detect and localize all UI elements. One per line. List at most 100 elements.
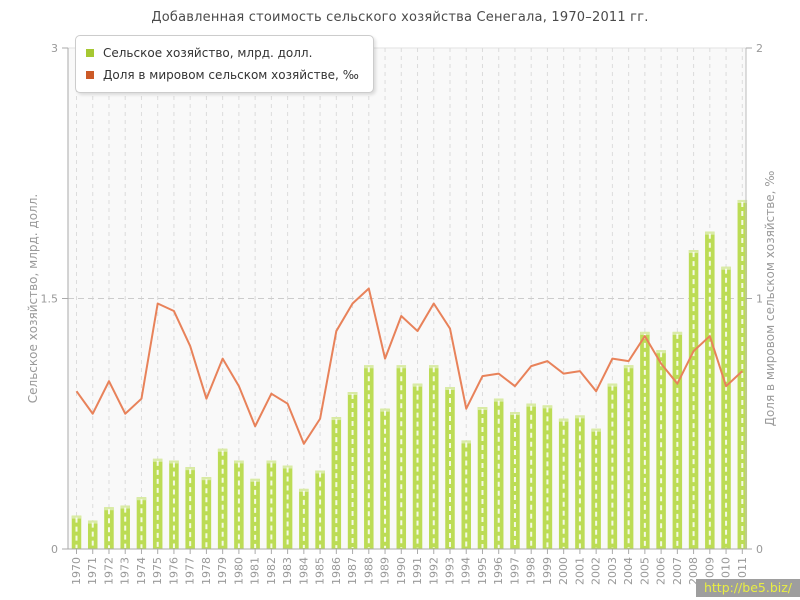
x-tick-label-2003: 2003	[606, 557, 619, 585]
bar-1974	[136, 497, 147, 549]
x-tick-label-2000: 2000	[557, 557, 570, 585]
bar-cap-1992	[429, 365, 439, 369]
bar-1980	[234, 460, 244, 549]
bar-1991	[412, 383, 423, 549]
bar-1995	[477, 407, 488, 549]
y-tick-label-left: 1.5	[41, 293, 59, 306]
bar-1982	[266, 460, 277, 549]
bar-cap-2001	[575, 415, 585, 419]
bar-cap-1976	[169, 460, 179, 464]
bar-1976	[169, 460, 179, 549]
y-tick-label-right: 1	[756, 293, 763, 306]
bar-cap-1995	[477, 407, 488, 411]
bar-cap-1985	[315, 470, 325, 474]
bar-cap-1983	[282, 465, 293, 469]
x-tick-label-1986: 1986	[330, 557, 343, 585]
watermark-link[interactable]: http://be5.biz/	[695, 579, 800, 597]
bar-2005	[640, 331, 650, 549]
bar-cap-1999	[542, 405, 553, 409]
chart-title: Добавленная стоимость сельского хозяйств…	[151, 10, 649, 25]
x-tick-label-1983: 1983	[281, 557, 294, 585]
legend: Сельское хозяйство, млрд. долл. Доля в м…	[75, 35, 374, 93]
x-tick-label-1972: 1972	[102, 557, 115, 585]
line-series-swatch-icon	[86, 71, 94, 79]
x-tick-label-2010: 2010	[720, 557, 733, 585]
x-tick-label-1998: 1998	[525, 557, 538, 585]
x-tick-label-1974: 1974	[135, 557, 148, 585]
bar-2003	[607, 383, 618, 549]
bar-cap-2000	[558, 418, 569, 422]
bar-cap-2010	[721, 266, 731, 270]
x-tick-label-1985: 1985	[314, 557, 327, 585]
x-tick-label-1995: 1995	[476, 557, 489, 585]
y-axis-title-left: Сельское хозяйство, млрд. долл.	[26, 194, 40, 403]
x-tick-label-2009: 2009	[703, 557, 716, 585]
x-tick-label-2006: 2006	[655, 557, 668, 585]
bar-cap-2009	[705, 231, 715, 235]
bar-cap-1997	[510, 412, 520, 416]
x-tick-label-1999: 1999	[541, 557, 554, 585]
bar-1992	[429, 365, 439, 549]
bar-1988	[364, 365, 374, 549]
bar-2007	[672, 331, 683, 549]
x-tick-label-1988: 1988	[362, 557, 375, 585]
x-tick-label-2011: 2011	[736, 557, 749, 585]
legend-item-world-share[interactable]: Доля в мировом сельском хозяйстве, ‰	[86, 64, 359, 86]
bar-cap-1975	[152, 458, 163, 462]
bar-cap-1981	[250, 478, 260, 482]
x-tick-label-1990: 1990	[395, 557, 408, 585]
bar-1990	[396, 365, 407, 549]
bar-cap-1991	[412, 383, 423, 387]
bar-cap-2007	[672, 331, 683, 335]
x-tick-label-1978: 1978	[200, 557, 213, 585]
bar-cap-2002	[591, 428, 601, 432]
legend-label-world-share: Доля в мировом сельском хозяйстве, ‰	[103, 68, 359, 82]
x-tick-label-1996: 1996	[492, 557, 505, 585]
x-tick-label-1993: 1993	[443, 557, 456, 585]
bar-2004	[623, 365, 634, 549]
bar-cap-1994	[461, 440, 471, 444]
bar-cap-1980	[234, 460, 244, 464]
x-tick-label-1991: 1991	[411, 557, 424, 585]
bar-cap-1979	[217, 448, 228, 452]
y-tick-label-right: 0	[756, 543, 763, 556]
x-tick-label-1989: 1989	[379, 557, 392, 585]
x-tick-label-1992: 1992	[427, 557, 440, 585]
bar-cap-1974	[136, 497, 147, 501]
bar-cap-1977	[185, 467, 195, 471]
bar-cap-1972	[104, 507, 114, 511]
bar-1975	[152, 458, 163, 549]
legend-item-agriculture-value[interactable]: Сельское хозяйство, млрд. долл.	[86, 42, 359, 64]
x-tick-label-1979: 1979	[216, 557, 229, 585]
x-tick-label-1987: 1987	[346, 557, 359, 585]
x-tick-label-2005: 2005	[638, 557, 651, 585]
y-axis-title-right: Доля в мировом сельском хозяйстве, ‰	[763, 171, 777, 427]
bar-cap-1984	[299, 488, 309, 492]
bar-cap-1986	[331, 417, 342, 421]
x-tick-label-2008: 2008	[687, 557, 700, 585]
bar-cap-2008	[688, 250, 699, 254]
bar-cap-2004	[623, 365, 634, 369]
x-tick-label-1975: 1975	[151, 557, 164, 585]
bar-cap-1982	[266, 460, 277, 464]
bar-1978	[201, 477, 212, 549]
bar-1993	[445, 387, 455, 549]
bar-1970	[71, 515, 82, 549]
y-tick-label-right: 2	[756, 42, 763, 55]
bar-cap-1978	[201, 477, 212, 481]
y-tick-label-left: 3	[51, 42, 58, 55]
bar-1998	[526, 403, 536, 549]
bar-cap-1973	[120, 505, 130, 509]
x-tick-label-1971: 1971	[86, 557, 99, 585]
bar-1994	[461, 440, 471, 549]
x-tick-label-1976: 1976	[167, 557, 180, 585]
x-tick-label-1994: 1994	[460, 557, 473, 585]
line-series-world-share	[75, 287, 743, 445]
x-tick-label-1984: 1984	[297, 557, 310, 585]
bar-cap-1993	[445, 387, 455, 391]
x-tick-label-2007: 2007	[671, 557, 684, 585]
bar-cap-2005	[640, 331, 650, 335]
bar-cap-2011	[737, 199, 748, 203]
x-tick-label-2002: 2002	[590, 557, 603, 585]
bar-cap-1988	[364, 365, 374, 369]
